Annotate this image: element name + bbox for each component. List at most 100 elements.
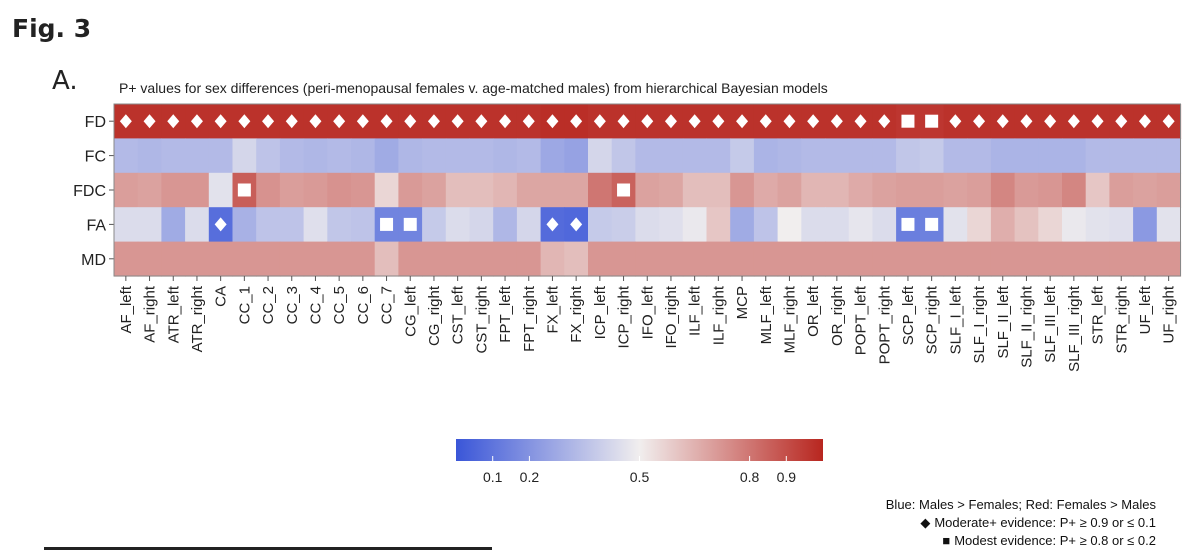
heatmap-cell xyxy=(730,207,755,243)
diamond-marker-icon xyxy=(570,114,583,129)
heatmap-cell xyxy=(801,207,826,243)
heatmap-cell xyxy=(1038,138,1063,174)
heatmap-cell xyxy=(303,138,328,174)
column-label: CC_4 xyxy=(307,286,324,324)
heatmap-cell xyxy=(588,241,613,277)
heatmap-cell xyxy=(114,241,139,277)
chart-title: P+ values for sex differences (peri-meno… xyxy=(119,80,828,96)
heatmap-cell xyxy=(682,138,708,174)
diamond-marker-icon xyxy=(736,114,749,129)
diamond-marker-icon xyxy=(1067,114,1080,129)
diamond-marker-icon xyxy=(475,114,488,129)
square-marker-icon xyxy=(617,183,631,197)
heatmap-cell xyxy=(137,207,162,243)
diamond-marker-icon xyxy=(617,114,630,129)
legend: Blue: Males > Females; Red: Females > Ma… xyxy=(886,496,1156,550)
heatmap-cell xyxy=(445,207,471,243)
heatmap-cell xyxy=(398,172,423,208)
legend-moderate-evidence: ◆ Moderate+ evidence: P+ ≥ 0.9 or ≤ 0.1 xyxy=(886,514,1156,532)
heatmap-cell xyxy=(848,138,873,174)
heatmap-cell xyxy=(540,241,565,277)
heatmap-cell xyxy=(872,207,897,243)
heatmap-cell xyxy=(1133,138,1158,174)
heatmap-cell xyxy=(967,241,992,277)
heatmap-cell xyxy=(1085,172,1110,208)
column-label: POPT_right xyxy=(876,285,893,364)
diamond-marker-icon xyxy=(285,114,298,129)
heatmap-cell xyxy=(730,172,755,208)
heatmap-cell xyxy=(706,138,731,174)
heatmap-cell xyxy=(682,172,708,208)
heatmap-cell xyxy=(848,207,873,243)
heatmap-cell xyxy=(398,241,423,277)
column-label: ICP_right xyxy=(616,285,633,348)
column-label: IFO_left xyxy=(639,285,656,339)
heatmap-cell xyxy=(327,241,352,277)
heatmap-cell xyxy=(351,138,376,174)
heatmap-cell xyxy=(1062,241,1087,277)
heatmap-cell xyxy=(659,207,684,243)
heatmap-cell xyxy=(516,138,542,174)
diamond-marker-icon xyxy=(878,114,891,129)
heatmap-cell xyxy=(398,138,423,174)
heatmap-cell xyxy=(1109,138,1134,174)
legend-moderate-text: Moderate+ evidence: P+ ≥ 0.9 or ≤ 0.1 xyxy=(934,515,1156,530)
column-label: FPT_left xyxy=(497,285,514,343)
diamond-marker-icon xyxy=(380,114,393,129)
heatmap-cell xyxy=(493,138,518,174)
heatmap-cell xyxy=(1014,172,1039,208)
heatmap-cell xyxy=(469,207,494,243)
diamond-marker-icon xyxy=(807,114,820,129)
square-marker-icon: ■ xyxy=(942,533,951,548)
column-label: CG_right xyxy=(426,285,443,346)
heatmap-cell xyxy=(943,241,968,277)
heatmap-cell xyxy=(1014,241,1039,277)
diamond-marker-icon: ◆ xyxy=(920,515,931,530)
heatmap-cell xyxy=(493,207,518,243)
column-label: MLF_right xyxy=(781,285,798,353)
heatmap-cell xyxy=(801,241,826,277)
heatmap-cell xyxy=(1085,207,1110,243)
diamond-marker-icon xyxy=(451,114,464,129)
diamond-marker-icon xyxy=(830,114,843,129)
heatmap-cell xyxy=(232,138,257,174)
column-label: SLF_I_left xyxy=(947,285,964,354)
heatmap-cell xyxy=(967,172,992,208)
heatmap-cell xyxy=(208,138,234,174)
column-label: UF_right xyxy=(1161,285,1178,343)
colorbar xyxy=(456,439,823,461)
diamond-marker-icon xyxy=(190,114,203,129)
figure-label: Fig. 3 xyxy=(12,14,92,43)
heatmap-cell xyxy=(943,207,968,243)
heatmap-cell xyxy=(825,207,850,243)
diamond-marker-icon xyxy=(949,114,962,129)
heatmap-cell xyxy=(256,138,281,174)
heatmap-cell xyxy=(137,241,162,277)
diamond-marker-icon xyxy=(309,114,322,129)
heatmap-cell xyxy=(635,138,660,174)
column-label: SLF_II_right xyxy=(1018,285,1035,368)
column-label: ICP_left xyxy=(592,285,609,339)
heatmap-cell xyxy=(848,241,873,277)
diamond-marker-icon xyxy=(1115,114,1128,129)
heatmap-cell xyxy=(990,172,1016,208)
heatmap-cell xyxy=(185,207,210,243)
column-label: MLF_left xyxy=(758,285,775,344)
square-marker-icon xyxy=(901,114,915,128)
heatmap-cell xyxy=(682,207,708,243)
heatmap-cell xyxy=(422,138,447,174)
column-label: STR_right xyxy=(1113,285,1130,353)
heatmap-cell xyxy=(1062,207,1087,243)
heatmap-cell xyxy=(1109,241,1134,277)
column-label: IFO_right xyxy=(663,285,680,348)
column-label: CA xyxy=(213,286,230,307)
heatmap-cell xyxy=(990,207,1016,243)
legend-modest-evidence: ■ Modest evidence: P+ ≥ 0.8 or ≤ 0.2 xyxy=(886,532,1156,550)
heatmap-cell xyxy=(801,138,826,174)
diamond-marker-icon xyxy=(712,114,725,129)
heatmap-cell xyxy=(1085,138,1110,174)
column-label: ILF_right xyxy=(710,285,727,345)
colorbar-tick-label: 0.9 xyxy=(777,469,797,485)
heatmap-cell xyxy=(516,207,542,243)
